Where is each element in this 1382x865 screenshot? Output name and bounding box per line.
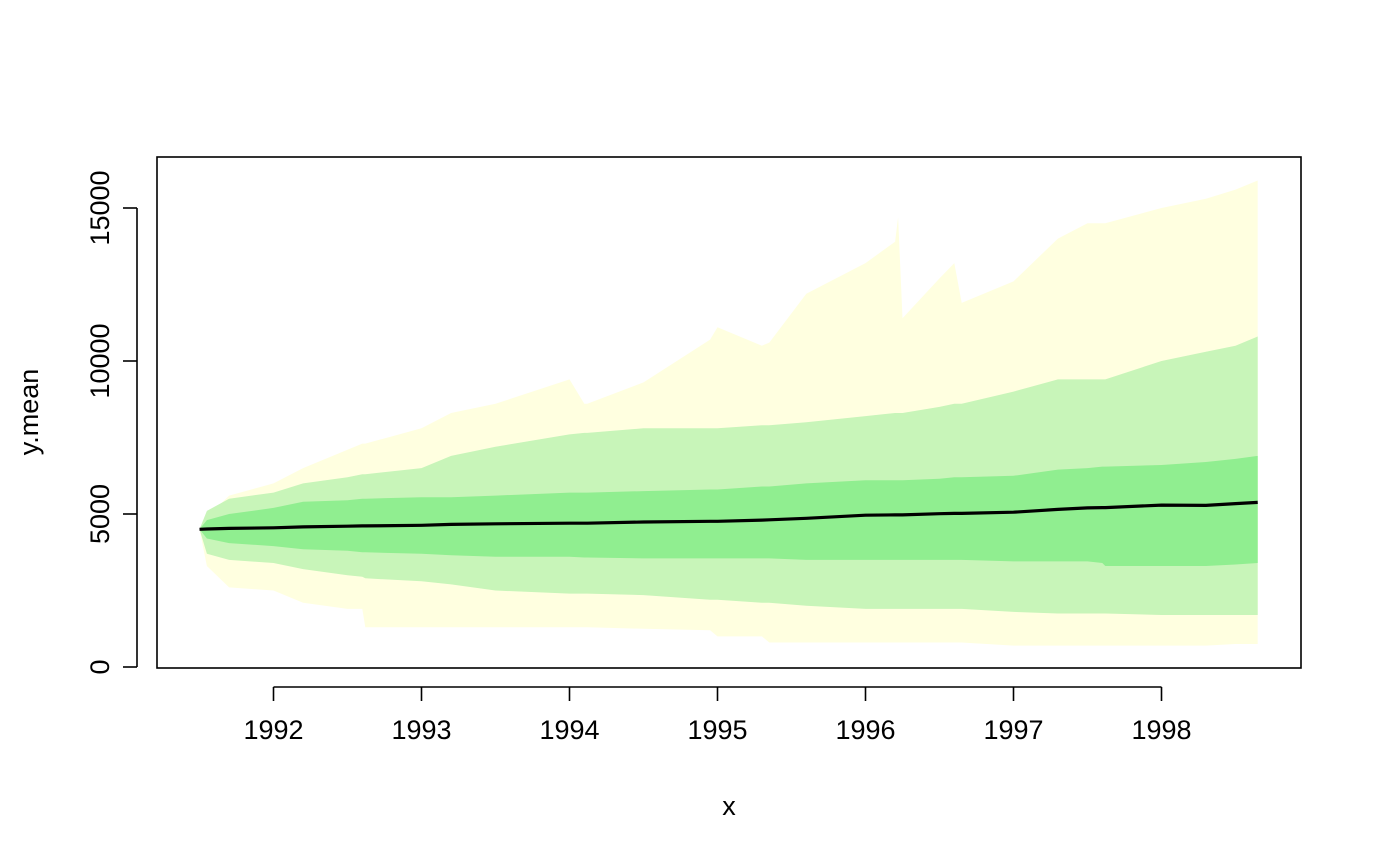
y-tick-label: 15000: [85, 170, 115, 245]
x-tick-label: 1997: [983, 715, 1043, 745]
y-axis: 0 5000 10000 15000: [85, 170, 138, 675]
x-tick-label: 1992: [243, 715, 303, 745]
x-tick-label: 1994: [539, 715, 599, 745]
x-tick-label: 1995: [687, 715, 747, 745]
y-tick-label: 0: [85, 659, 115, 674]
y-axis-label: y.mean: [14, 369, 44, 456]
mean-line-layer: [199, 500, 1258, 531]
mean-line: [199, 500, 1258, 531]
y-tick-label: 5000: [85, 484, 115, 544]
x-axis-label: x: [722, 791, 736, 821]
plot-frame: [156, 156, 1302, 669]
x-tick-label: 1996: [835, 715, 895, 745]
x-tick-label: 1993: [391, 715, 451, 745]
y-tick-label: 10000: [85, 323, 115, 398]
band-3: [199, 455, 1258, 566]
x-axis: 1992 1993 1994 1995 1996 1997 1998: [243, 686, 1192, 745]
uncertainty-bands: [199, 180, 1258, 646]
x-tick-label: 1998: [1131, 715, 1191, 745]
